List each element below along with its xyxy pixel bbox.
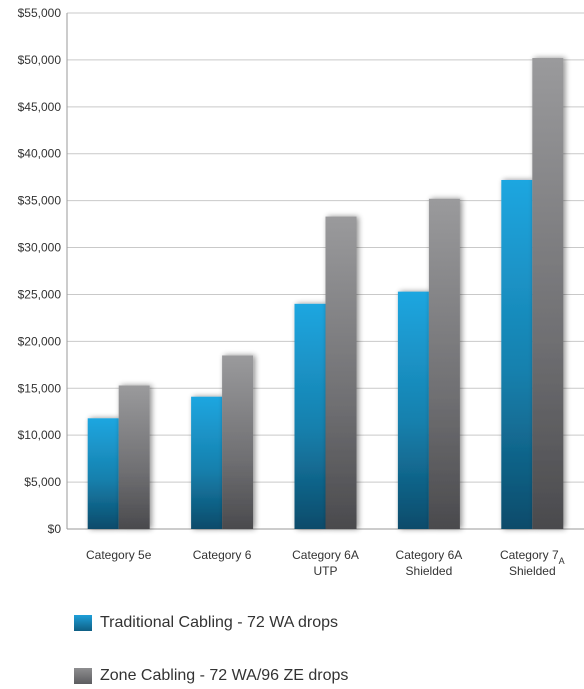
bar-zone (325, 216, 357, 529)
bars (87, 58, 564, 530)
bar-traditional (501, 179, 533, 529)
y-tick-label: $35,000 (18, 194, 62, 208)
x-tick-label: Category 6A (396, 548, 463, 562)
y-tick-label: $20,000 (18, 334, 62, 348)
x-tick-label-line2: UTP (314, 564, 338, 578)
y-axis-tick-labels: $0 $5,000 $10,000 $15,000 $20,000 $25,000 $30,… (18, 6, 62, 536)
bar-traditional (87, 418, 119, 529)
x-tick-label: Category 7A (500, 548, 565, 566)
bar-zone (428, 198, 460, 529)
bar-zone (532, 58, 564, 530)
legend-item-zone: Zone Cabling - 72 WA/96 ZE drops (74, 667, 348, 685)
bar-traditional (191, 396, 223, 529)
y-tick-label: $55,000 (18, 6, 62, 20)
y-tick-label: $40,000 (18, 147, 62, 161)
bar-zone (118, 385, 150, 529)
legend-label-zone: Zone Cabling - 72 WA/96 ZE drops (100, 667, 349, 684)
bar-traditional (397, 291, 429, 529)
y-tick-label: $15,000 (18, 381, 62, 395)
legend-item-traditional: Traditional Cabling - 72 WA drops (74, 614, 338, 632)
y-tick-label: $50,000 (18, 53, 62, 67)
y-tick-label: $30,000 (18, 241, 62, 255)
y-tick-label: $25,000 (18, 287, 62, 301)
legend-swatch-zone (74, 668, 92, 684)
x-tick-label: Category 5e (86, 548, 152, 562)
bar-traditional (294, 303, 326, 529)
x-tick-label: Category 6 (193, 548, 252, 562)
y-tick-label: $45,000 (18, 100, 62, 114)
y-tick-label: $5,000 (24, 475, 61, 489)
legend-label-traditional: Traditional Cabling - 72 WA drops (100, 614, 339, 631)
x-tick-label-line2: Shielded (509, 564, 556, 578)
legend-swatch-traditional (74, 615, 92, 631)
y-tick-label: $10,000 (18, 428, 62, 442)
x-tick-label-line2: Shielded (406, 564, 453, 578)
y-tick-label: $0 (48, 522, 62, 536)
x-axis-category-labels: Category 5e Category 6 Category 6A UTP Categ… (86, 548, 565, 578)
x-tick-label: Category 6A (292, 548, 359, 562)
bar-zone (222, 355, 254, 529)
